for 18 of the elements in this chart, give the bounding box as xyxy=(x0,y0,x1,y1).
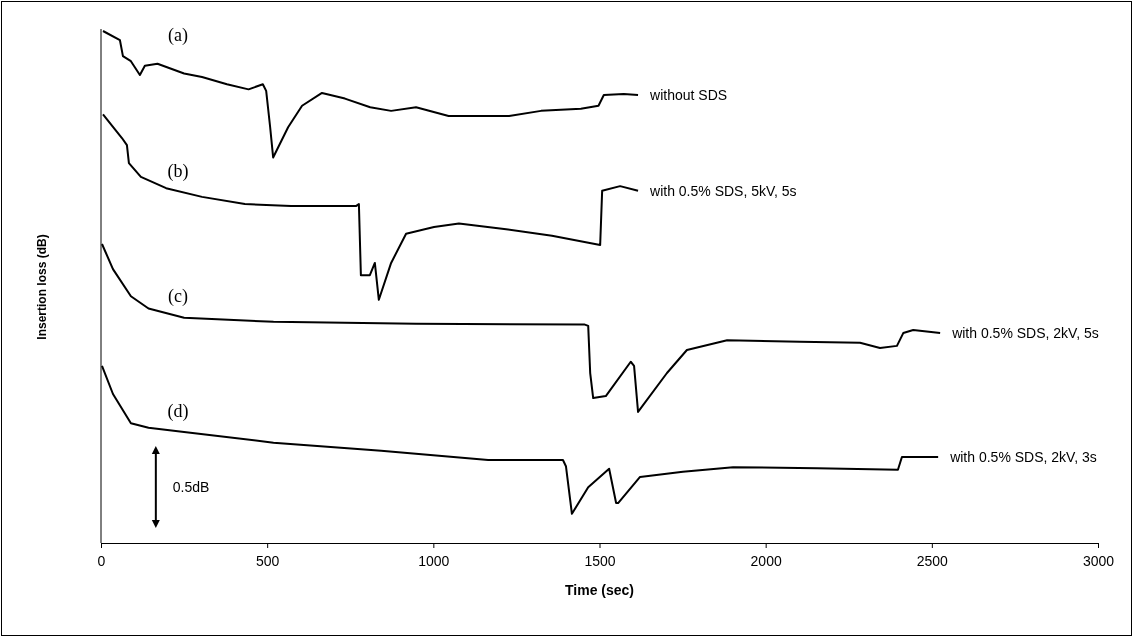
series-label: with 0.5% SDS, 2kV, 5s xyxy=(951,325,1099,342)
x-tick-label: 3000 xyxy=(1082,553,1115,570)
annotation: (b) xyxy=(167,161,189,183)
x-tick-label: 2500 xyxy=(916,553,949,570)
series-label: with 0.5% SDS, 2kV, 3s xyxy=(949,448,1097,465)
annotation: (c) xyxy=(168,286,188,308)
series-label: without SDS xyxy=(649,87,728,103)
annotation: 0.5dB xyxy=(172,479,210,495)
x-axis-title: Time (sec) xyxy=(565,582,634,598)
series-label: with 0.5% SDS, 5kV, 5s xyxy=(649,182,797,199)
y-axis-title: Insertion loss (dB) xyxy=(35,234,49,340)
x-tick-label: 1000 xyxy=(418,553,450,570)
x-tick-label: 2000 xyxy=(750,553,782,570)
x-tick-label: 1500 xyxy=(584,553,616,570)
annotation: (d) xyxy=(167,401,189,423)
x-tick-label: 500 xyxy=(255,553,280,570)
x-tick-label: 0 xyxy=(97,553,106,570)
annotation: (a) xyxy=(168,25,188,47)
